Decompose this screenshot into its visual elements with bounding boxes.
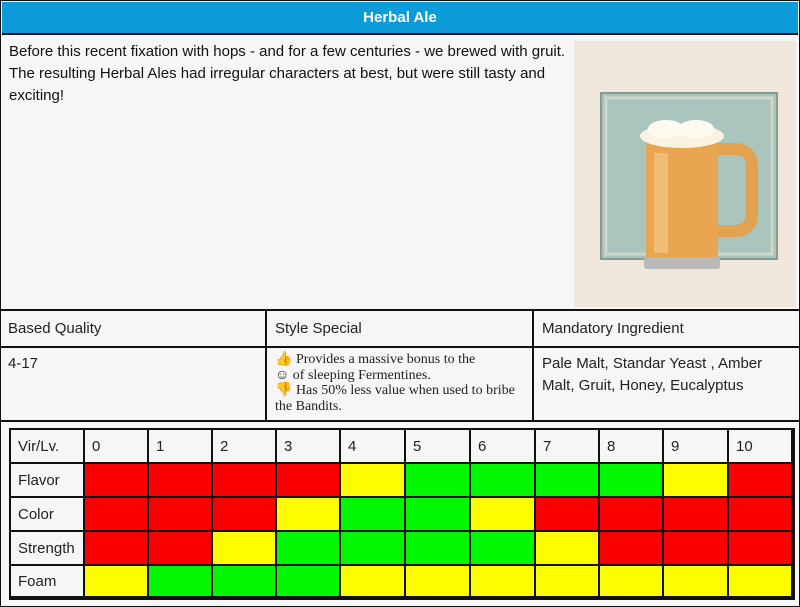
level-cell-yellow [600, 566, 662, 596]
level-header: 9 [664, 430, 727, 462]
level-header: 2 [213, 430, 275, 462]
level-cell-yellow [664, 464, 727, 496]
style-special-value: 👍 Provides a massive bonus to the ☺ of s… [275, 352, 525, 414]
level-cell-yellow [536, 566, 598, 596]
level-cell-red [149, 498, 211, 530]
virtue-level-table: Vir/Lv. 0 1 2 3 4 5 6 7 8 9 10 Flavor Color Strength Fo… [9, 428, 795, 600]
level-header: 5 [406, 430, 469, 462]
beer-mug-image [574, 41, 796, 307]
level-cell-yellow [85, 566, 147, 596]
level-cell-red [729, 464, 791, 496]
level-header: 4 [341, 430, 404, 462]
thumbs-down-icon: 👎 [275, 383, 293, 398]
level-header: 6 [471, 430, 534, 462]
level-cell-green [406, 532, 469, 564]
style-special-header: Style Special [275, 320, 362, 337]
level-cell-red [600, 498, 662, 530]
level-cell-yellow [536, 532, 598, 564]
quality-value: 4-17 [8, 355, 39, 372]
level-cell-yellow [471, 498, 534, 530]
level-cell-red [149, 464, 211, 496]
divider [1, 346, 799, 348]
level-cell-yellow [213, 532, 275, 564]
level-cell-yellow [471, 566, 534, 596]
level-cell-green [471, 532, 534, 564]
style-line: ☺ of sleeping Fermentines. [275, 367, 431, 383]
level-cell-green [149, 566, 211, 596]
smiley-icon: ☺ [275, 367, 290, 383]
level-cell-green [600, 464, 662, 496]
virtue-label: Color [11, 498, 83, 530]
card-title: Herbal Ale [2, 2, 798, 35]
divider [265, 311, 267, 421]
table-corner-header: Vir/Lv. [11, 430, 83, 462]
level-cell-yellow [341, 464, 404, 496]
level-cell-red [85, 498, 147, 530]
virtue-label: Strength [11, 532, 83, 564]
virtue-label: Flavor [11, 464, 83, 496]
level-cell-red [729, 532, 791, 564]
level-cell-green [277, 566, 339, 596]
level-header: 8 [600, 430, 662, 462]
level-cell-yellow [277, 498, 339, 530]
level-cell-green [213, 566, 275, 596]
divider [1, 309, 799, 311]
style-line: 👎 Has 50% less value when used to bribe … [275, 383, 515, 414]
level-header: 7 [536, 430, 598, 462]
level-cell-red [213, 498, 275, 530]
style-line: 👍 Provides a massive bonus to the [275, 352, 476, 367]
based-quality-header: Based Quality [8, 320, 102, 337]
level-cell-green [406, 498, 469, 530]
thumbs-up-icon: 👍 [275, 352, 293, 367]
level-header: 3 [277, 430, 339, 462]
mandatory-ingredient-header: Mandatory Ingredient [542, 320, 684, 337]
level-cell-red [664, 532, 727, 564]
level-header: 1 [149, 430, 211, 462]
level-cell-red [600, 532, 662, 564]
level-header: 10 [729, 430, 791, 462]
level-cell-green [277, 532, 339, 564]
level-cell-red [536, 498, 598, 530]
level-cell-green [471, 464, 534, 496]
level-cell-green [536, 464, 598, 496]
virtue-label: Foam [11, 566, 83, 596]
level-cell-green [341, 532, 404, 564]
level-cell-yellow [341, 566, 404, 596]
level-cell-red [664, 498, 727, 530]
level-cell-red [277, 464, 339, 496]
divider [1, 420, 799, 422]
level-header: 0 [85, 430, 147, 462]
level-cell-green [406, 464, 469, 496]
ingredients-value: Pale Malt, Standar Yeast , Amber Malt, G… [542, 355, 763, 394]
level-cell-red [85, 532, 147, 564]
level-cell-red [729, 498, 791, 530]
level-cell-red [85, 464, 147, 496]
level-cell-yellow [729, 566, 791, 596]
level-cell-red [149, 532, 211, 564]
level-cell-yellow [406, 566, 469, 596]
divider [532, 311, 534, 421]
level-cell-red [213, 464, 275, 496]
recipe-description: Before this recent fixation with hops - … [9, 43, 566, 104]
level-cell-yellow [664, 566, 727, 596]
level-cell-green [341, 498, 404, 530]
